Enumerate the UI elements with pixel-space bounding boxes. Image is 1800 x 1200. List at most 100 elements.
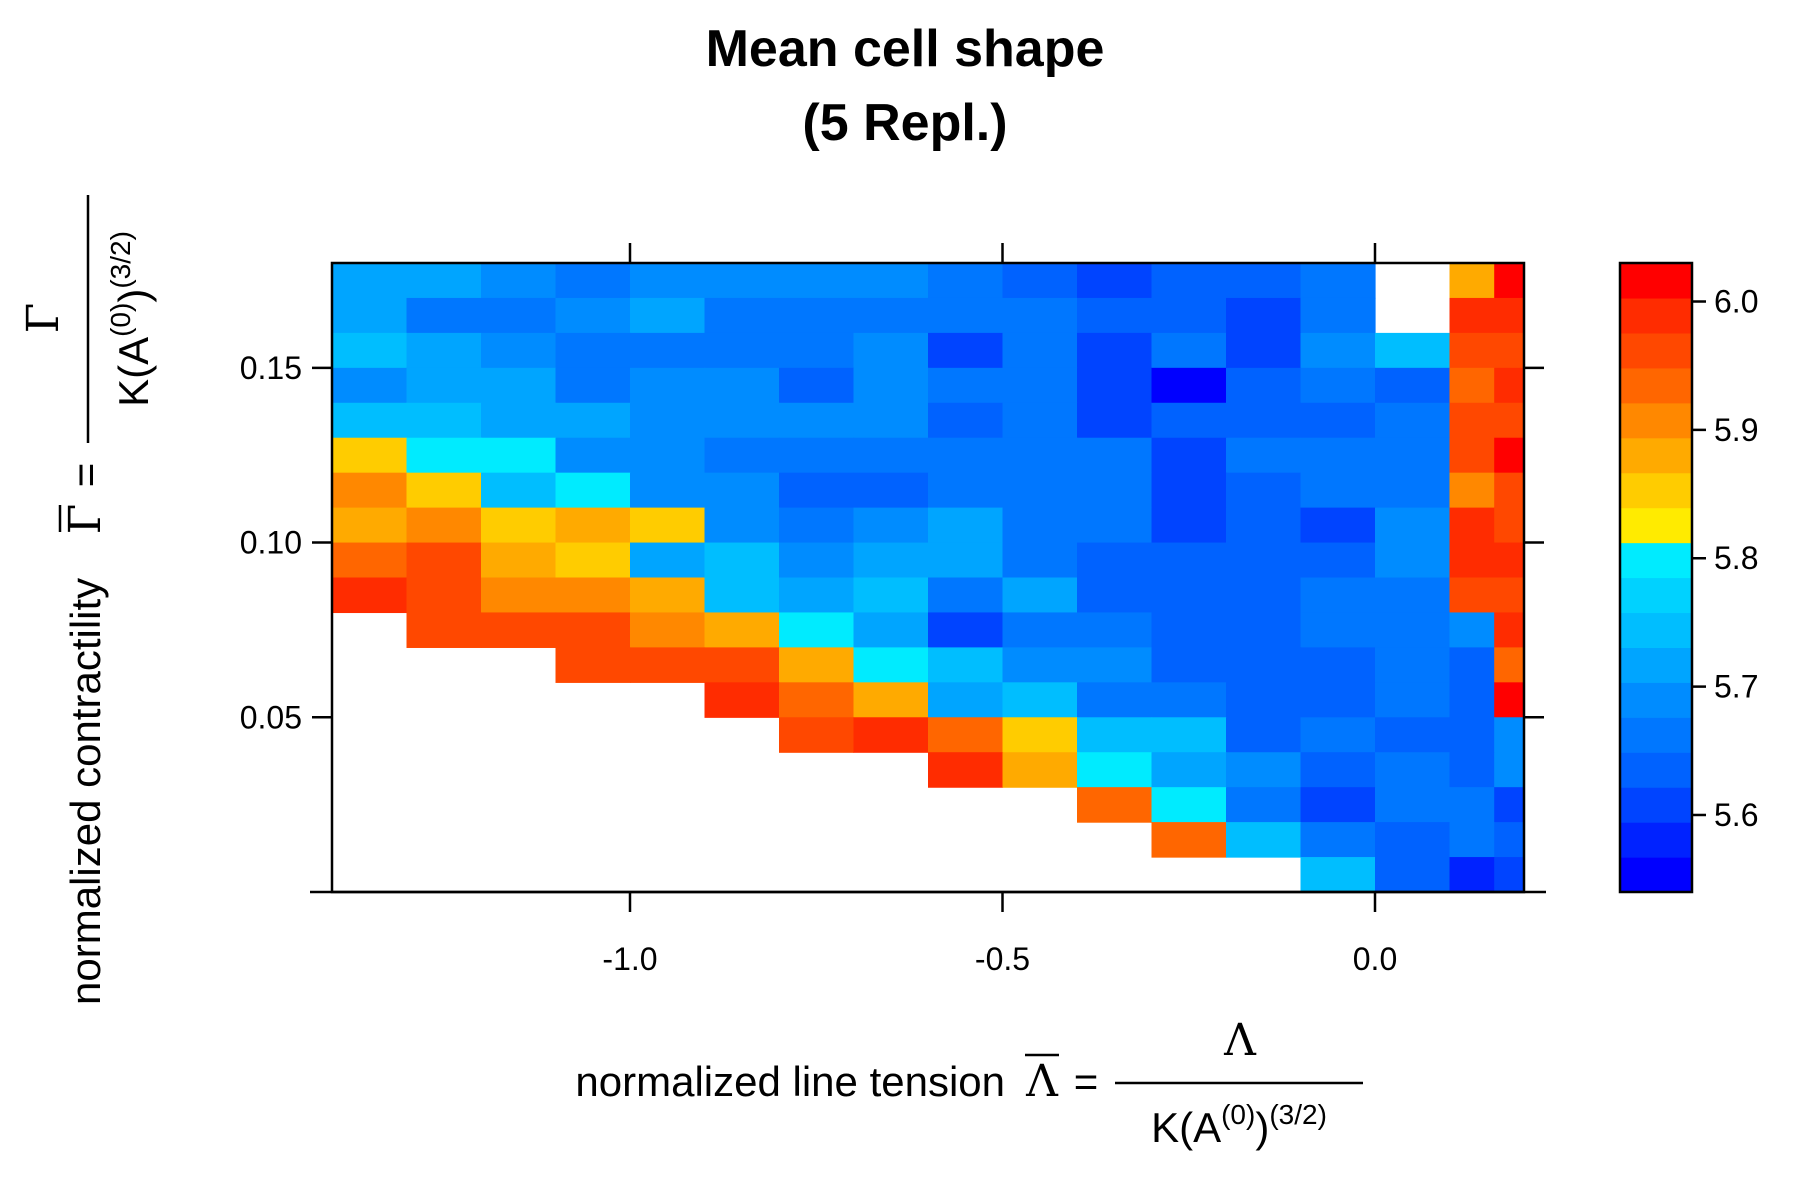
heatmap-cell — [1002, 332, 1078, 369]
heatmap-cell — [630, 507, 706, 544]
heatmap-cell — [481, 297, 557, 334]
heatmap-cell — [1449, 437, 1495, 474]
heatmap-cell — [1375, 332, 1451, 369]
heatmap-cell — [630, 367, 706, 404]
heatmap-cell — [1375, 717, 1451, 753]
heatmap-cell — [1494, 752, 1525, 788]
heatmap-cell — [1300, 647, 1376, 683]
heatmap-cell — [779, 402, 855, 439]
heatmap-cell — [1077, 542, 1153, 579]
heatmap-cell — [1300, 682, 1376, 718]
heatmap-cell — [1375, 647, 1451, 683]
heatmap-cell — [779, 263, 855, 299]
heatmap-cell — [630, 437, 706, 474]
heatmap-cell — [1375, 822, 1451, 858]
heatmap-cell — [704, 367, 780, 404]
heatmap-cell — [555, 472, 631, 509]
heatmap-cell — [1494, 612, 1525, 648]
heatmap-cell — [481, 612, 557, 648]
heatmap-cell — [1151, 367, 1227, 404]
heatmap-cell — [481, 367, 557, 404]
colorbar-swatch — [1620, 437, 1692, 474]
x-tick-label: 0.0 — [1353, 941, 1397, 977]
heatmap-cell — [1151, 682, 1227, 718]
heatmap-cell — [481, 577, 557, 614]
heatmap-cell — [1226, 822, 1302, 858]
heatmap-cell — [853, 542, 929, 579]
heatmap-cell — [853, 437, 929, 474]
chart-title-line1: Mean cell shape — [706, 20, 1105, 78]
heatmap-cell — [704, 542, 780, 579]
heatmap-cell — [1375, 542, 1451, 579]
heatmap-cell — [1449, 332, 1495, 369]
heatmap-cell — [853, 717, 929, 753]
heatmap-cell — [779, 437, 855, 474]
heatmap-cell — [1494, 402, 1525, 439]
heatmap-cell — [1300, 717, 1376, 753]
heatmap-cell — [1494, 647, 1525, 683]
heatmap-cell — [1494, 717, 1525, 753]
heatmap-cell — [1449, 577, 1495, 614]
heatmap-cell — [928, 647, 1004, 683]
heatmap-cell — [406, 577, 482, 614]
heatmap-cell — [1002, 367, 1078, 404]
heatmap-cell — [1226, 367, 1302, 404]
heatmap-cell — [1002, 472, 1078, 509]
heatmap-cell — [704, 472, 780, 509]
heatmap-cell — [1151, 402, 1227, 439]
colorbar-tick-label: 5.8 — [1714, 540, 1758, 576]
heatmap-cell — [1449, 263, 1495, 299]
heatmap-cell — [406, 263, 482, 299]
y-tick-label: 0.10 — [240, 525, 302, 561]
y-axis-numerator: Γ — [18, 303, 69, 334]
heatmap-cell — [1300, 752, 1376, 788]
heatmap-cell — [1151, 717, 1227, 753]
heatmap-cell — [1300, 297, 1376, 334]
heatmap-cell — [928, 332, 1004, 369]
heatmap-cell — [1151, 332, 1227, 369]
heatmap-cell — [1002, 297, 1078, 334]
colorbar-frame — [1618, 261, 1694, 894]
heatmap-cell — [1494, 857, 1525, 893]
colorbar-swatch — [1620, 263, 1692, 299]
heatmap-cell — [853, 647, 929, 683]
heatmap-cell — [1494, 787, 1525, 823]
heatmap-cell — [555, 332, 631, 369]
heatmap-cell — [1300, 822, 1376, 858]
heatmap-cell — [928, 682, 1004, 718]
heatmap-cell — [1449, 367, 1495, 404]
heatmap-cell — [1151, 507, 1227, 544]
heatmap-cell — [1077, 472, 1153, 509]
heatmap-cell — [555, 612, 631, 648]
heatmap-cell — [853, 297, 929, 334]
heatmap-cell — [332, 437, 408, 474]
heatmap-cell — [1151, 822, 1227, 858]
heatmap-cell — [406, 297, 482, 334]
heatmap-cell — [1151, 437, 1227, 474]
colorbar-swatch — [1620, 857, 1692, 893]
heatmap-cell — [1002, 437, 1078, 474]
heatmap-cell — [1077, 647, 1153, 683]
heatmap-cell — [1449, 682, 1495, 718]
heatmap-cell — [704, 682, 780, 718]
heatmap-cell — [704, 297, 780, 334]
y-axis-label: normalized contractility Γ = Γ K(A(0))(3… — [18, 195, 157, 1005]
heatmap-cell — [1449, 822, 1495, 858]
heatmap-cell — [630, 612, 706, 648]
colorbar-swatch — [1620, 577, 1692, 614]
heatmap-cell — [406, 612, 482, 648]
heatmap-cell — [1494, 507, 1525, 544]
heatmap-cell — [332, 577, 408, 614]
heatmap-cell — [779, 542, 855, 579]
heatmap-cell — [332, 402, 408, 439]
heatmap-cell — [481, 437, 557, 474]
x-tick-label: -0.5 — [975, 941, 1030, 977]
heatmap-cell — [928, 367, 1004, 404]
y-axis-equals: = — [62, 463, 109, 488]
x-tick-label: -1.0 — [602, 941, 657, 977]
heatmap-cells — [332, 263, 1525, 893]
colorbar-tick-label: 5.9 — [1714, 412, 1758, 448]
heatmap-cell — [630, 263, 706, 299]
heatmap-cell — [1151, 577, 1227, 614]
